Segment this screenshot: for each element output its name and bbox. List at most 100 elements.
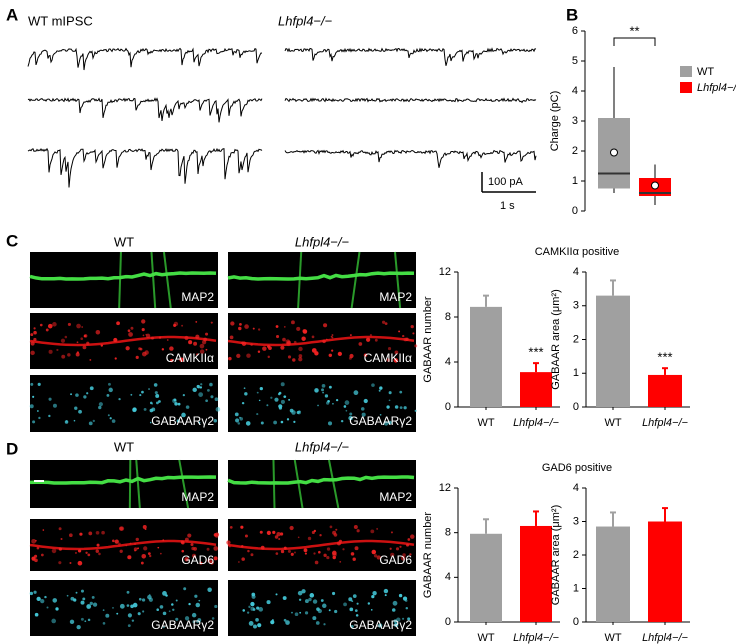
puncta <box>258 607 264 612</box>
image-label: GABAARγ2 <box>151 618 214 632</box>
current-trace <box>27 147 263 188</box>
puncta <box>32 395 35 398</box>
puncta <box>199 343 205 349</box>
puncta <box>352 557 356 561</box>
puncta <box>404 599 408 602</box>
puncta <box>354 609 358 613</box>
y-tick-label: 6 <box>572 25 578 37</box>
column-title: Lhfpl4−/− <box>295 234 350 249</box>
puncta <box>125 346 130 351</box>
puncta <box>302 329 307 333</box>
puncta <box>165 594 168 597</box>
puncta <box>399 545 402 548</box>
puncta <box>119 603 125 609</box>
puncta <box>371 595 375 599</box>
puncta <box>244 534 248 538</box>
y-tick-label: 2 <box>573 549 579 561</box>
puncta <box>412 332 415 335</box>
puncta <box>86 341 90 345</box>
puncta <box>162 626 165 629</box>
puncta <box>132 602 138 608</box>
y-tick-label: 4 <box>573 266 579 278</box>
puncta <box>323 623 326 626</box>
puncta <box>273 420 278 425</box>
puncta <box>402 334 405 338</box>
puncta <box>137 547 139 550</box>
puncta <box>156 608 160 612</box>
puncta <box>139 394 142 397</box>
puncta <box>389 547 392 550</box>
puncta <box>89 601 93 606</box>
puncta <box>243 387 246 390</box>
puncta <box>268 346 272 351</box>
image-label: GABAARγ2 <box>349 414 412 428</box>
y-axis-label: Charge (pC) <box>549 91 561 152</box>
puncta <box>354 546 359 551</box>
image-label: CAMKIIα <box>364 351 412 365</box>
puncta <box>126 590 130 594</box>
puncta <box>108 387 113 393</box>
puncta <box>130 326 134 330</box>
puncta <box>313 529 317 533</box>
puncta <box>322 603 327 609</box>
puncta <box>259 530 263 534</box>
puncta <box>407 538 411 541</box>
puncta <box>349 607 354 612</box>
puncta <box>288 398 291 401</box>
puncta <box>280 345 285 350</box>
puncta <box>33 330 37 335</box>
x-tick-label: Lhfpl4−/− <box>642 632 688 644</box>
puncta <box>356 602 359 605</box>
puncta <box>129 542 132 545</box>
puncta <box>371 549 377 555</box>
puncta <box>291 320 295 325</box>
scale-label: 1 s <box>500 200 515 212</box>
mean <box>651 181 659 190</box>
puncta <box>328 385 332 389</box>
puncta <box>87 553 91 557</box>
legend-label: Lhfpl4−/− <box>697 82 736 94</box>
puncta <box>350 552 355 556</box>
puncta <box>210 321 213 324</box>
puncta <box>292 358 296 362</box>
puncta <box>44 595 47 599</box>
puncta <box>64 335 68 339</box>
y-tick-label: 4 <box>573 482 579 494</box>
puncta <box>414 344 418 348</box>
puncta <box>307 536 312 541</box>
puncta <box>61 354 66 359</box>
puncta <box>213 546 219 551</box>
puncta <box>229 526 233 529</box>
puncta <box>69 561 72 564</box>
puncta <box>370 608 373 611</box>
puncta <box>158 400 161 403</box>
puncta <box>237 422 241 425</box>
puncta <box>168 610 171 613</box>
puncta <box>117 542 121 546</box>
puncta <box>247 611 250 614</box>
puncta <box>58 561 62 565</box>
image-label: CAMKIIα <box>166 351 214 365</box>
puncta <box>60 338 66 343</box>
puncta <box>260 421 264 425</box>
puncta <box>399 406 403 409</box>
significance-bracket <box>613 37 656 46</box>
puncta <box>162 539 165 542</box>
trace-title: WT mIPSC <box>28 13 93 28</box>
y-tick-label: 4 <box>445 356 451 368</box>
neurite <box>150 251 157 309</box>
puncta <box>250 343 253 346</box>
puncta <box>276 532 281 537</box>
puncta <box>291 611 293 614</box>
puncta <box>91 595 95 599</box>
puncta <box>77 560 83 566</box>
puncta <box>184 537 189 542</box>
puncta <box>98 402 103 407</box>
puncta <box>314 388 319 393</box>
puncta <box>326 547 331 551</box>
puncta <box>100 344 104 347</box>
column-title: WT <box>114 439 134 454</box>
puncta <box>388 399 391 402</box>
puncta <box>279 532 284 536</box>
puncta <box>114 539 119 544</box>
